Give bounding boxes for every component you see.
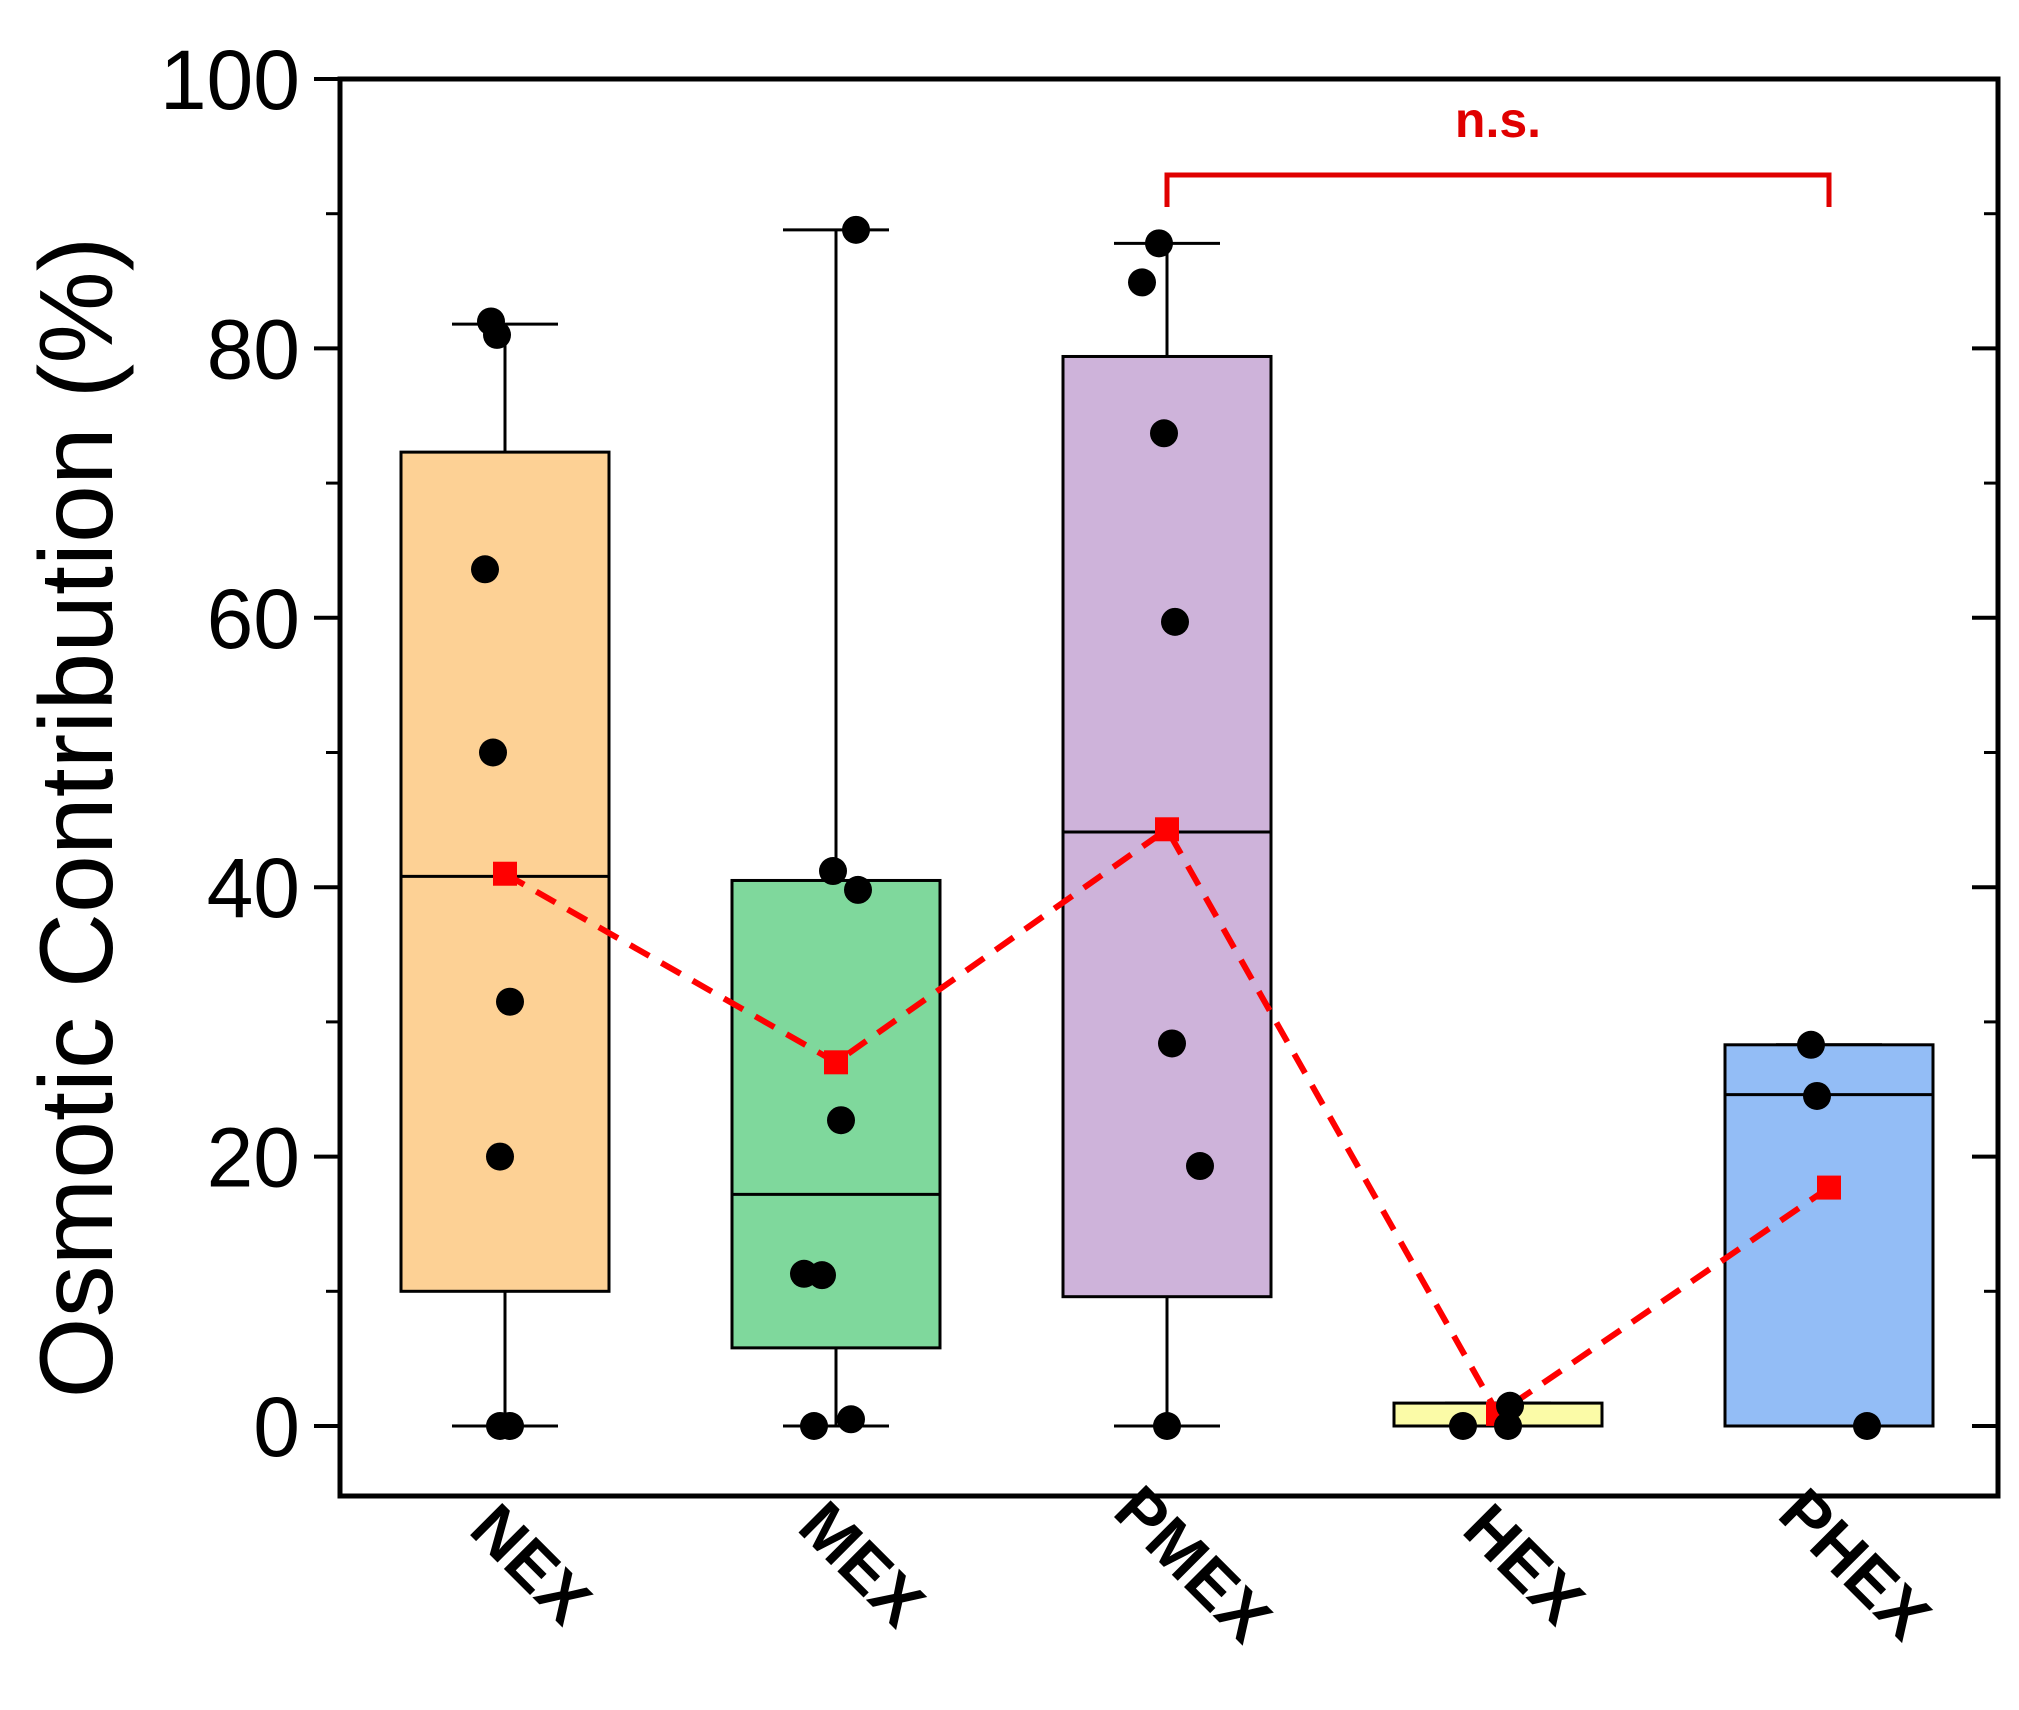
- data-point-mex: [800, 1412, 828, 1440]
- data-point-nex: [479, 738, 507, 767]
- y-tick-label: 60: [207, 572, 300, 666]
- mean-marker-nex: [493, 861, 517, 886]
- plot-frame: [337, 76, 2001, 1499]
- data-point-pmex: [1128, 268, 1156, 297]
- data-point-hex: [1449, 1412, 1477, 1440]
- points-layer: [471, 215, 1881, 1440]
- data-point-mex: [819, 857, 847, 886]
- y-tick-label: 40: [207, 841, 300, 935]
- data-point-nex: [471, 555, 499, 584]
- y-tick-label: 20: [207, 1111, 300, 1205]
- data-point-nex: [486, 1142, 514, 1171]
- data-point-mex: [808, 1261, 836, 1290]
- data-point-phex: [1853, 1412, 1881, 1440]
- data-point-pmex: [1158, 1029, 1186, 1058]
- data-point-phex: [1797, 1030, 1825, 1059]
- y-tick-label: 80: [207, 302, 300, 396]
- data-point-hex: [1494, 1412, 1522, 1440]
- mean-marker-mex: [824, 1050, 848, 1075]
- data-point-nex: [496, 987, 524, 1016]
- data-point-phex: [1803, 1081, 1831, 1110]
- x-tick-label-pmex: PMEX: [1101, 1471, 1286, 1656]
- x-tick-label-nex: NEX: [457, 1490, 605, 1638]
- y-axis-title: Osmotic Contribution (%): [19, 237, 135, 1399]
- mean-line-layer: [493, 817, 1841, 1426]
- y-tick-label: 0: [253, 1380, 300, 1474]
- data-point-pmex: [1186, 1152, 1214, 1181]
- data-point-pmex: [1150, 419, 1178, 448]
- data-point-mex: [837, 1405, 865, 1434]
- data-point-mex: [844, 875, 872, 904]
- data-point-nex: [496, 1412, 524, 1440]
- data-point-nex: [477, 307, 505, 336]
- significance-label: n.s.: [1455, 92, 1541, 148]
- significance-bracket: n.s.: [1164, 92, 1832, 207]
- data-point-pmex: [1153, 1412, 1181, 1440]
- data-point-pmex: [1145, 229, 1173, 258]
- x-tick-label-mex: MEX: [786, 1487, 939, 1640]
- mean-line: [503, 824, 1831, 1419]
- x-tick-label-hex: HEX: [1450, 1490, 1598, 1638]
- mean-marker-phex: [1817, 1175, 1841, 1200]
- mean-marker-pmex: [1155, 817, 1179, 842]
- significance-bracket-line: [1164, 172, 1832, 207]
- y-tick-label: 100: [160, 33, 300, 127]
- data-point-hex: [1496, 1391, 1524, 1420]
- data-point-mex: [827, 1106, 855, 1135]
- data-point-pmex: [1161, 607, 1189, 636]
- data-point-mex: [842, 215, 870, 244]
- x-tick-label-phex: PHEX: [1766, 1474, 1945, 1653]
